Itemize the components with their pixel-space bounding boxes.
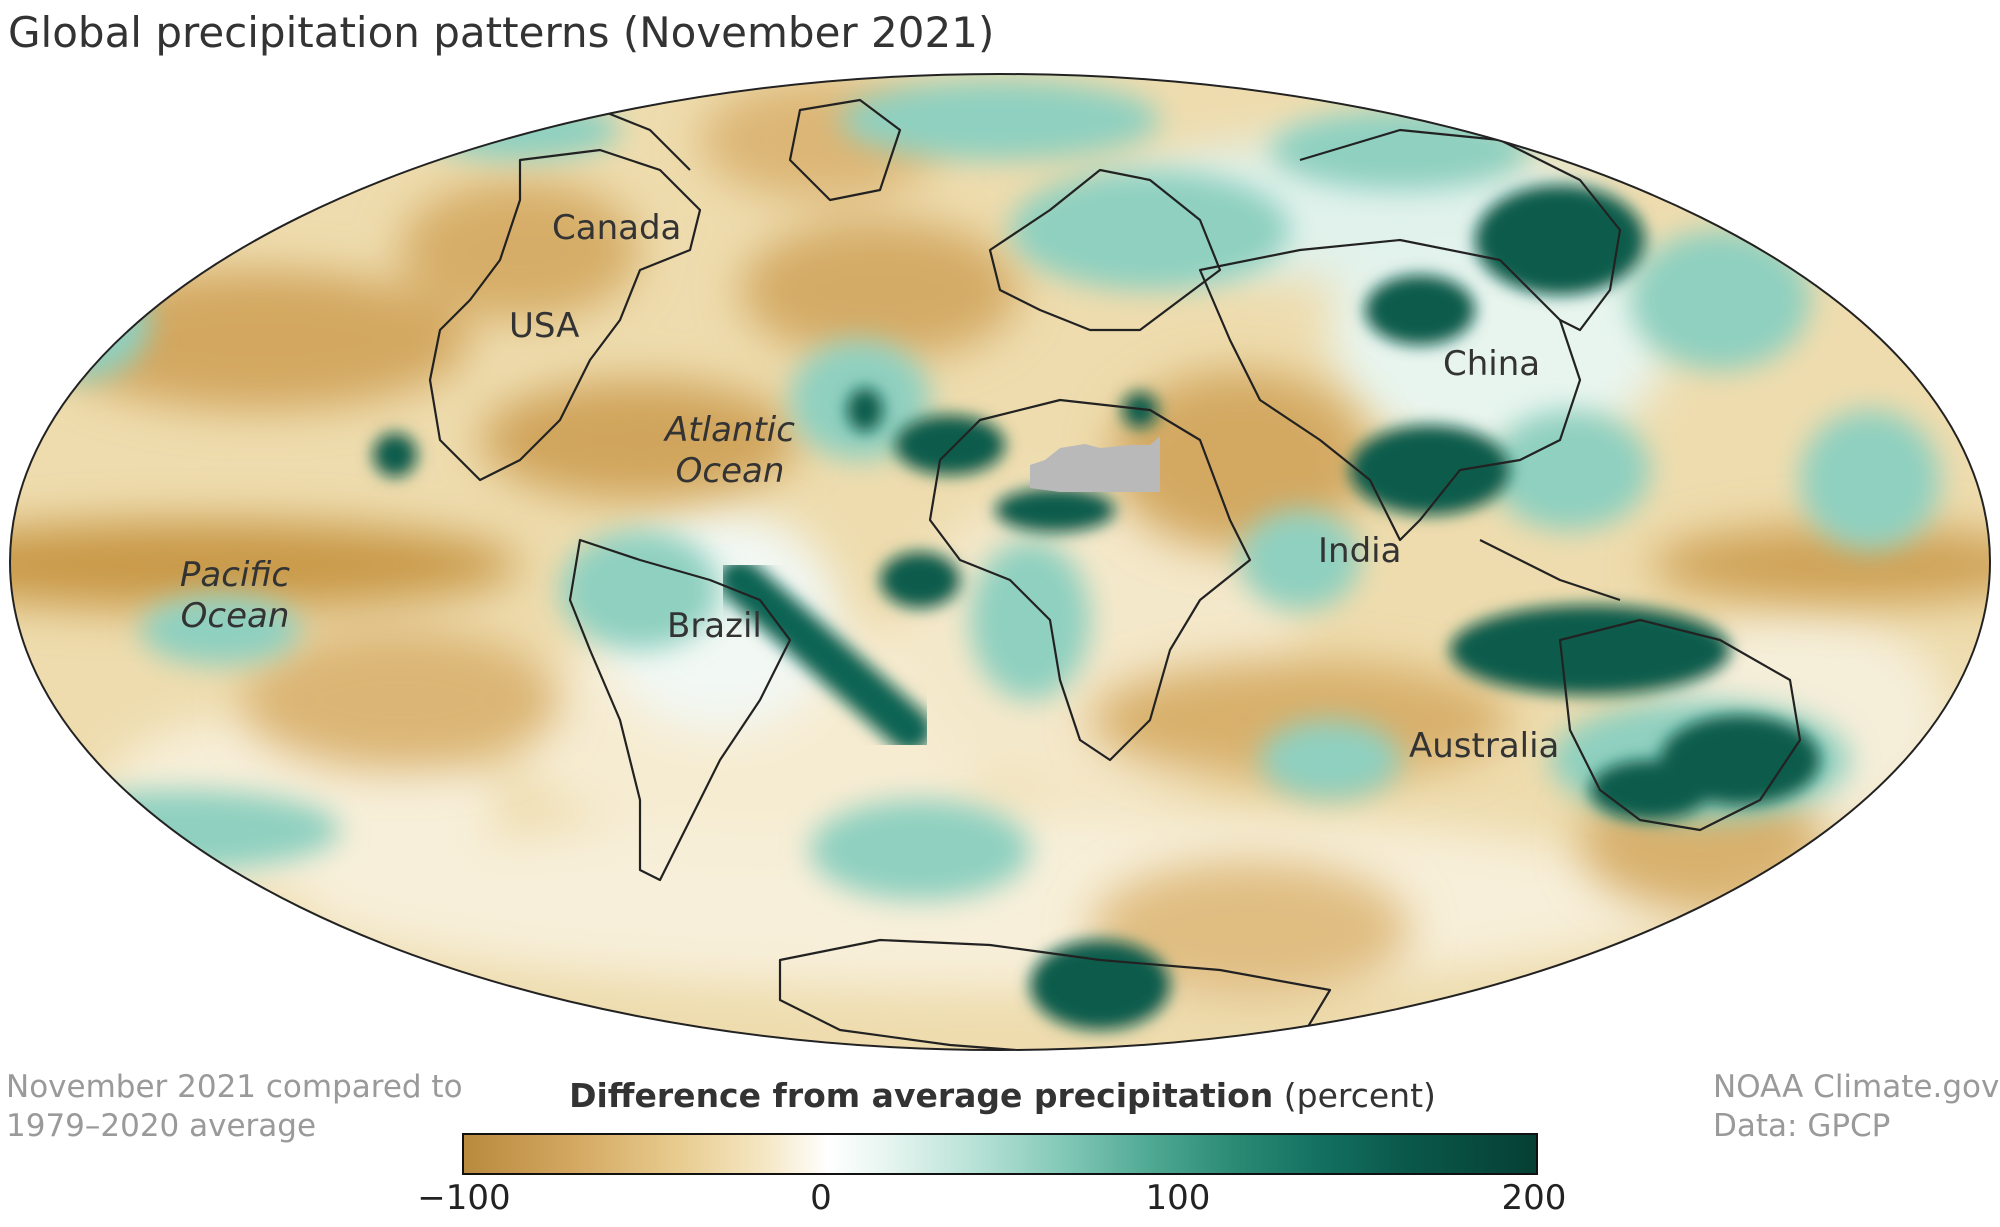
label-pacific-ocean: Pacific Ocean bbox=[179, 555, 291, 636]
page-title: Global precipitation patterns (November … bbox=[8, 8, 995, 57]
legend-tick-0: 0 bbox=[810, 1178, 832, 1218]
legend-colorbar bbox=[462, 1133, 1538, 1175]
label-brazil: Brazil bbox=[667, 606, 762, 646]
map-border bbox=[9, 73, 1991, 1051]
legend-tick-200: 200 bbox=[1501, 1178, 1567, 1218]
label-canada: Canada bbox=[552, 208, 682, 248]
legend-title-main: Difference from average precipitation bbox=[569, 1076, 1274, 1115]
label-india: India bbox=[1318, 531, 1402, 571]
wet-band-south-atlantic bbox=[718, 558, 932, 752]
label-usa: USA bbox=[509, 306, 580, 346]
source-credit: NOAA Climate.gov Data: GPCP bbox=[1713, 1069, 2000, 1144]
no-data-area bbox=[1030, 436, 1160, 492]
label-australia: Australia bbox=[1409, 726, 1560, 766]
legend-title-unit: (percent) bbox=[1283, 1076, 1436, 1115]
legend-title: Difference from average precipitation (p… bbox=[460, 1076, 1545, 1115]
coastlines bbox=[428, 98, 1802, 1050]
anomaly-field bbox=[10, 74, 1990, 1050]
legend-tick-100: 100 bbox=[1145, 1178, 1211, 1218]
label-china: China bbox=[1443, 344, 1541, 384]
comparison-note: November 2021 compared to 1979–2020 aver… bbox=[6, 1069, 463, 1144]
legend-tick-minus100: −100 bbox=[417, 1178, 511, 1218]
label-atlantic-ocean: Atlantic Ocean bbox=[665, 410, 795, 491]
